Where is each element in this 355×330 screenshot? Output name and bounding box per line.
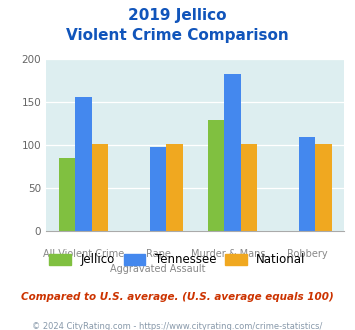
Bar bbox=[59, 158, 75, 231]
Legend: Jellico, Tennessee, National: Jellico, Tennessee, National bbox=[49, 253, 306, 266]
Bar bbox=[241, 144, 257, 231]
Text: Murder & Mans...: Murder & Mans... bbox=[191, 249, 274, 259]
Bar bbox=[166, 144, 182, 231]
Bar bbox=[224, 74, 241, 231]
Bar bbox=[92, 144, 108, 231]
Text: All Violent Crime: All Violent Crime bbox=[43, 249, 124, 259]
Text: © 2024 CityRating.com - https://www.cityrating.com/crime-statistics/: © 2024 CityRating.com - https://www.city… bbox=[32, 322, 323, 330]
Text: Robbery: Robbery bbox=[287, 249, 327, 259]
Bar bbox=[75, 97, 92, 231]
Text: Aggravated Assault: Aggravated Assault bbox=[110, 264, 206, 274]
Text: Rape: Rape bbox=[146, 249, 170, 259]
Bar bbox=[208, 120, 224, 231]
Bar bbox=[299, 137, 315, 231]
Bar bbox=[150, 147, 166, 231]
Bar bbox=[315, 144, 332, 231]
Text: 2019 Jellico: 2019 Jellico bbox=[128, 8, 227, 23]
Text: Compared to U.S. average. (U.S. average equals 100): Compared to U.S. average. (U.S. average … bbox=[21, 292, 334, 302]
Text: Violent Crime Comparison: Violent Crime Comparison bbox=[66, 28, 289, 43]
